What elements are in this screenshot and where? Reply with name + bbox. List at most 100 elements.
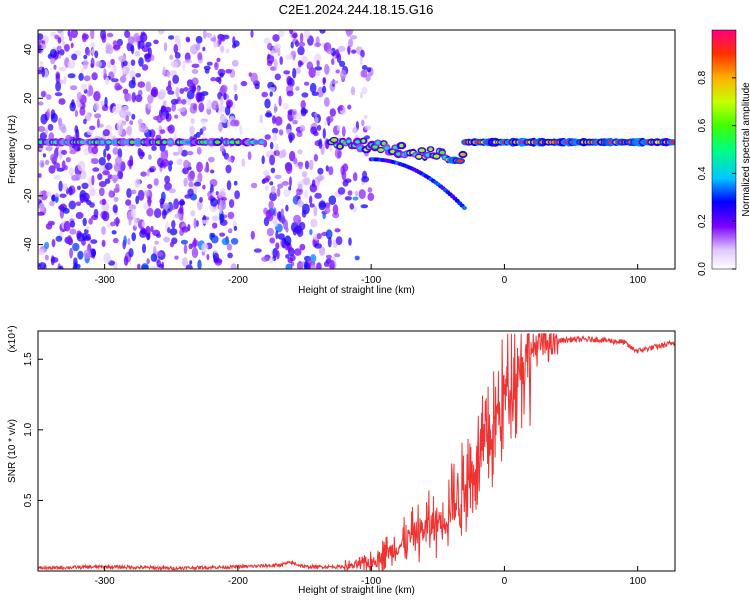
noise-blob (275, 242, 280, 250)
x-tick-label: -300 (95, 576, 115, 587)
noise-blob (88, 218, 93, 225)
noise-blob (278, 95, 282, 107)
noise-blob (39, 61, 44, 66)
noise-blob (177, 145, 183, 155)
noise-blob (297, 149, 303, 155)
noise-blob (273, 58, 278, 70)
noise-blob (294, 225, 302, 235)
y-tick-label: 40 (23, 44, 34, 56)
noise-blob (116, 38, 123, 47)
noise-blob (261, 91, 269, 98)
noise-blob (272, 132, 277, 142)
noise-blob (50, 153, 58, 163)
colorbar-tick-label: 0.0 (697, 262, 708, 276)
colorbar-tick-label: 0.6 (697, 118, 708, 132)
noise-blob (69, 247, 73, 259)
noise-blob (102, 211, 110, 222)
noise-blob (267, 150, 275, 156)
noise-blob (340, 69, 347, 80)
noise-blob (317, 167, 324, 175)
y-tick-label: 0.5 (23, 493, 34, 507)
noise-blob (202, 133, 207, 138)
noise-blob (133, 217, 138, 228)
noise-blob (134, 50, 141, 57)
noise-blob (310, 218, 318, 228)
noise-blob (210, 77, 217, 82)
noise-blob (77, 160, 86, 172)
noise-blob (269, 191, 277, 202)
noise-blob (220, 96, 224, 106)
band-cell (259, 140, 264, 144)
noise-blob (275, 230, 279, 240)
noise-blob (347, 47, 351, 56)
noise-blob (250, 182, 258, 189)
noise-blob (367, 192, 375, 201)
noise-blob (46, 94, 52, 100)
noise-blob (83, 75, 91, 82)
noise-blob (333, 253, 341, 258)
noise-blob (174, 35, 181, 45)
noise-blob (138, 40, 145, 49)
noise-blob (337, 150, 342, 159)
noise-blob (277, 47, 281, 57)
noise-blob (283, 188, 291, 198)
band-cell (331, 138, 338, 142)
noise-blob (75, 201, 82, 207)
noise-blob (362, 170, 368, 180)
noise-blob (91, 146, 99, 155)
noise-blob (285, 54, 294, 60)
noise-blob (266, 227, 274, 237)
noise-blob (82, 217, 87, 227)
noise-blob (304, 189, 308, 199)
noise-blob (162, 202, 170, 210)
noise-blob (101, 226, 106, 235)
noise-blob (269, 91, 273, 97)
noise-blob (123, 235, 127, 247)
noise-blob (323, 121, 328, 126)
noise-blob (44, 159, 50, 166)
noise-blob (266, 54, 275, 64)
noise-blob (127, 159, 134, 167)
noise-blob (214, 61, 219, 71)
noise-blob (309, 82, 317, 94)
noise-blob (46, 191, 52, 198)
noise-blob (328, 166, 334, 176)
noise-blob (360, 69, 368, 78)
noise-blob (141, 221, 145, 228)
noise-blob (354, 255, 360, 261)
noise-blob (159, 198, 165, 205)
noise-blob (39, 159, 45, 169)
noise-blob (270, 167, 276, 174)
noise-blob (288, 132, 295, 141)
noise-blob (156, 233, 161, 238)
noise-blob (186, 79, 193, 88)
noise-blob (139, 229, 147, 238)
noise-blob (234, 93, 238, 101)
noise-blob (41, 43, 47, 49)
noise-blob (351, 49, 357, 54)
noise-blob (97, 173, 103, 181)
y-tick-label: 20 (23, 92, 34, 104)
noise-blob (361, 65, 368, 70)
noise-blob (304, 260, 309, 269)
noise-blob (130, 208, 137, 218)
noise-blob (286, 90, 294, 97)
noise-blob (301, 55, 308, 64)
noise-blob (49, 200, 55, 207)
noise-blob (360, 204, 369, 209)
noise-blob (309, 183, 317, 193)
noise-blob (113, 196, 119, 202)
noise-blob (315, 71, 321, 76)
noise-blob (273, 103, 277, 114)
noise-blob (104, 178, 111, 184)
noise-blob (347, 104, 352, 110)
noise-blob (196, 92, 201, 103)
noise-blob (51, 239, 56, 248)
noise-blob (150, 86, 159, 98)
noise-blob (102, 129, 110, 137)
noise-blob (38, 70, 43, 75)
noise-blob (218, 122, 223, 132)
noise-blob (165, 110, 169, 120)
noise-blob (47, 123, 54, 131)
noise-blob (227, 211, 235, 220)
